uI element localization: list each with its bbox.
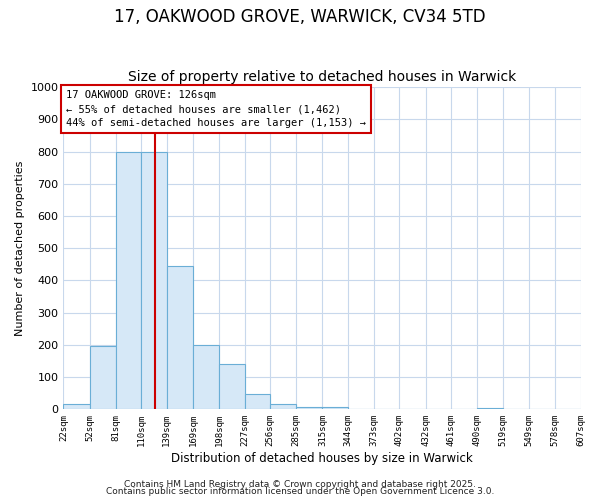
Bar	[322, 407, 348, 410]
Bar	[64, 404, 90, 409]
Text: 17, OAKWOOD GROVE, WARWICK, CV34 5TD: 17, OAKWOOD GROVE, WARWICK, CV34 5TD	[114, 8, 486, 26]
Bar	[296, 407, 322, 410]
Text: 17 OAKWOOD GROVE: 126sqm
← 55% of detached houses are smaller (1,462)
44% of sem: 17 OAKWOOD GROVE: 126sqm ← 55% of detach…	[66, 90, 366, 128]
Bar	[141, 152, 167, 410]
Bar	[245, 394, 270, 409]
Title: Size of property relative to detached houses in Warwick: Size of property relative to detached ho…	[128, 70, 516, 85]
Text: Contains public sector information licensed under the Open Government Licence 3.: Contains public sector information licen…	[106, 488, 494, 496]
Text: Contains HM Land Registry data © Crown copyright and database right 2025.: Contains HM Land Registry data © Crown c…	[124, 480, 476, 489]
Y-axis label: Number of detached properties: Number of detached properties	[15, 160, 25, 336]
Bar	[219, 364, 245, 410]
Bar	[167, 266, 193, 410]
Bar	[116, 152, 141, 410]
X-axis label: Distribution of detached houses by size in Warwick: Distribution of detached houses by size …	[171, 452, 473, 465]
Bar	[477, 408, 503, 410]
Bar	[193, 345, 219, 410]
Bar	[90, 346, 116, 410]
Bar	[270, 404, 296, 409]
